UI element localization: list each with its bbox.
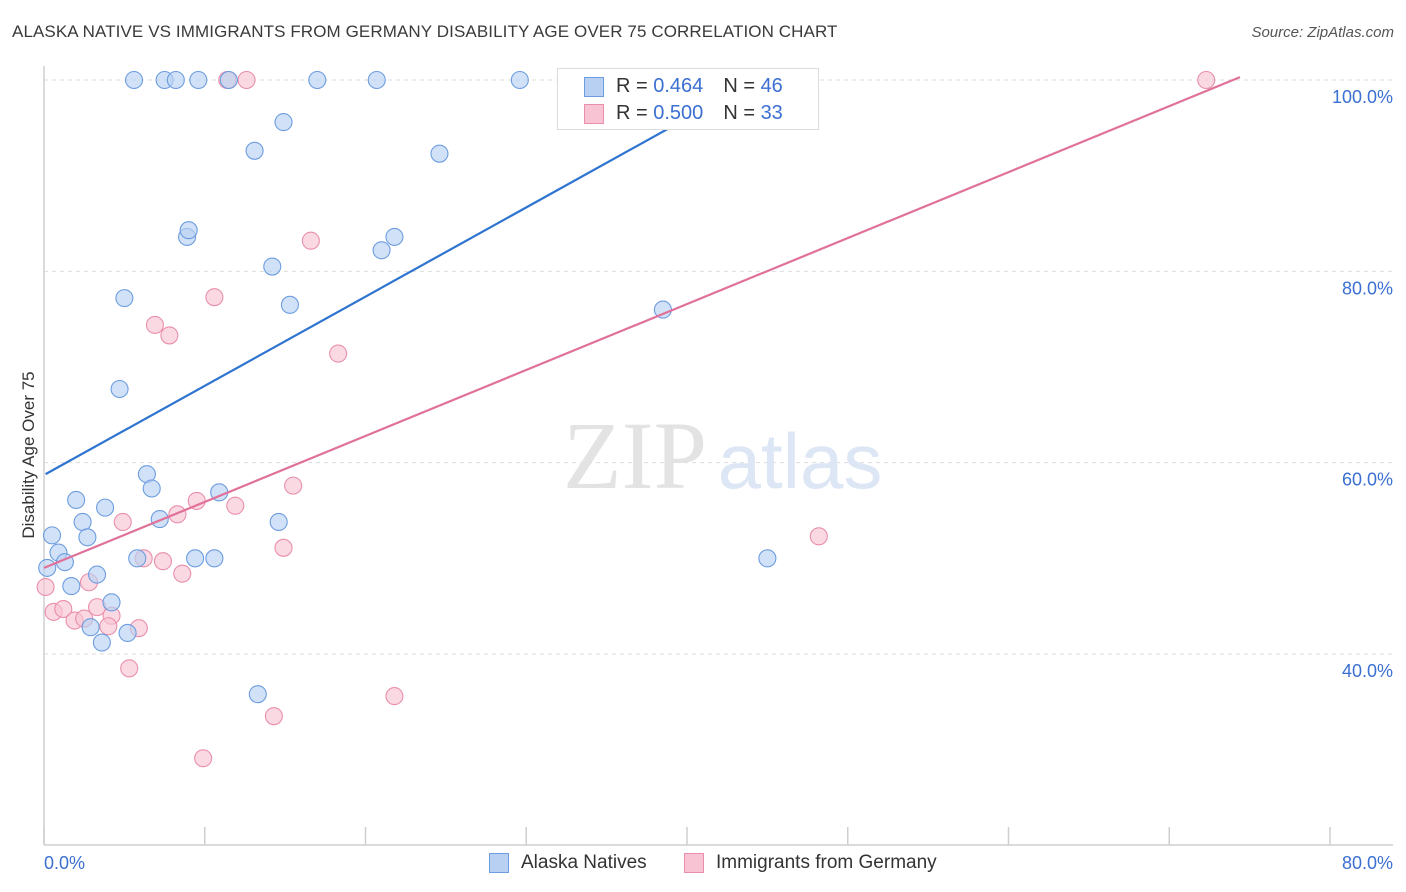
germany-immigrant-point <box>113 512 132 532</box>
germany-immigrant-point <box>36 577 55 597</box>
series-legend: Alaska Natives Immigrants from Germany <box>0 852 1406 878</box>
germany-immigrant-point <box>194 749 213 768</box>
alaska-native-point <box>166 70 185 90</box>
x-tick-label-min: 0.0% <box>44 853 85 873</box>
germany-immigrant-point <box>264 707 283 726</box>
y-tick-label: 40.0% <box>1342 661 1393 681</box>
alaska-native-point <box>115 289 134 308</box>
correlation-legend: R = 0.464 N = 46 R = 0.500 N = 33 <box>557 68 819 130</box>
alaska-natives-swatch <box>489 853 509 873</box>
alaska-native-point <box>186 549 205 568</box>
germany-immigrant-point <box>173 564 192 583</box>
source-label: Source: ZipAtlas.com <box>1251 24 1394 41</box>
alaska-native-point <box>189 70 208 90</box>
germany-immigrant-point <box>226 496 245 515</box>
germany-immigrant-point <box>274 538 293 557</box>
germany-immigrant-point <box>145 315 164 334</box>
legend-row-germany: R = 0.500 N = 33 <box>584 102 783 125</box>
alaska-native-point <box>124 70 144 90</box>
alaska-native-point <box>385 227 404 246</box>
alaska-native-point <box>430 144 449 163</box>
germany-immigrant-point <box>54 599 73 619</box>
alaska-native-point <box>102 593 121 612</box>
alaska-native-point <box>128 549 147 568</box>
y-tick-label: 80.0% <box>1342 278 1393 298</box>
germany-immigrant-point <box>99 617 118 636</box>
y-tick-label: 100.0% <box>1332 87 1393 107</box>
alaska-native-point <box>263 257 282 276</box>
r-label: R = <box>616 102 648 124</box>
x-tick-label-max: 80.0% <box>1342 853 1393 873</box>
alaska-native-point <box>92 633 111 652</box>
legend-label: Alaska Natives <box>521 852 647 873</box>
germany-immigrant-point <box>153 552 173 571</box>
alaska-native-point <box>150 510 169 529</box>
alaska-native-point <box>96 498 115 517</box>
alaska-native-point <box>87 565 107 584</box>
r-value: 0.500 <box>653 102 704 124</box>
germany-immigrant-point <box>120 659 139 678</box>
watermark: ZIP atlas <box>563 402 882 509</box>
alaska-native-point <box>110 379 129 399</box>
alaska-native-point <box>269 512 288 532</box>
immigrants-germany-swatch <box>684 853 704 873</box>
alaska-native-point <box>245 141 264 160</box>
n-label: N = <box>723 75 755 97</box>
germany-immigrant-point <box>329 344 348 363</box>
axes: 40.0% 60.0% 80.0% 100.0% <box>43 66 1393 846</box>
germany-immigrant-point <box>809 527 828 546</box>
alaska-native-point <box>81 618 100 637</box>
germany-immigrant-point <box>1197 70 1216 90</box>
trend-lines <box>43 76 1241 569</box>
alaska-native-point <box>42 526 62 545</box>
alaska-native-point <box>38 558 57 577</box>
alaska-native-point <box>142 479 161 498</box>
chart-title: ALASKA NATIVE VS IMMIGRANTS FROM GERMANY… <box>12 22 838 41</box>
n-value: 46 <box>760 75 783 97</box>
alaska-swatch <box>584 76 604 97</box>
alaska-native-point <box>248 685 267 704</box>
legend-item-alaska-natives[interactable]: Alaska Natives <box>489 852 647 874</box>
alaska-native-point <box>118 623 137 643</box>
watermark-zip: ZIP <box>563 402 707 509</box>
germany-immigrant-point <box>160 326 179 345</box>
alaska-native-point <box>219 70 238 90</box>
grid-lines <box>44 79 1393 655</box>
alaska-native-point <box>308 70 327 90</box>
alaska-native-point <box>179 221 198 240</box>
alaska-native-point <box>758 549 777 568</box>
immigrants-germany-trend-line <box>43 76 1241 569</box>
alaska-native-point <box>78 528 97 547</box>
germany-immigrant-point <box>284 476 303 495</box>
legend-row-alaska: R = 0.464 N = 46 <box>584 75 783 98</box>
alaska-native-point <box>62 577 81 596</box>
alaska-native-point <box>205 549 224 568</box>
r-label: R = <box>616 75 648 97</box>
alaska-native-point <box>280 295 299 314</box>
alaska-native-point <box>73 512 92 532</box>
watermark-atlas: atlas <box>718 417 883 505</box>
germany-immigrant-point <box>205 288 224 307</box>
germany-swatch <box>584 103 604 124</box>
alaska-native-point <box>372 241 391 260</box>
legend-item-immigrants-germany[interactable]: Immigrants from Germany <box>684 852 937 874</box>
germany-immigrant-point <box>385 687 404 706</box>
n-label: N = <box>723 102 755 124</box>
data-points <box>36 70 1216 768</box>
y-tick-label: 60.0% <box>1342 470 1393 490</box>
germany-immigrant-point <box>237 70 256 90</box>
n-value: 33 <box>760 102 783 124</box>
alaska-native-point <box>510 70 529 90</box>
alaska-native-point <box>274 113 293 132</box>
alaska-natives-trend-line <box>45 77 760 476</box>
alaska-native-point <box>367 70 386 90</box>
y-axis-label: Disability Age Over 75 <box>19 371 38 538</box>
r-value: 0.464 <box>653 75 704 97</box>
germany-immigrant-point <box>301 231 320 250</box>
legend-label: Immigrants from Germany <box>716 852 937 873</box>
alaska-native-point <box>67 490 86 510</box>
